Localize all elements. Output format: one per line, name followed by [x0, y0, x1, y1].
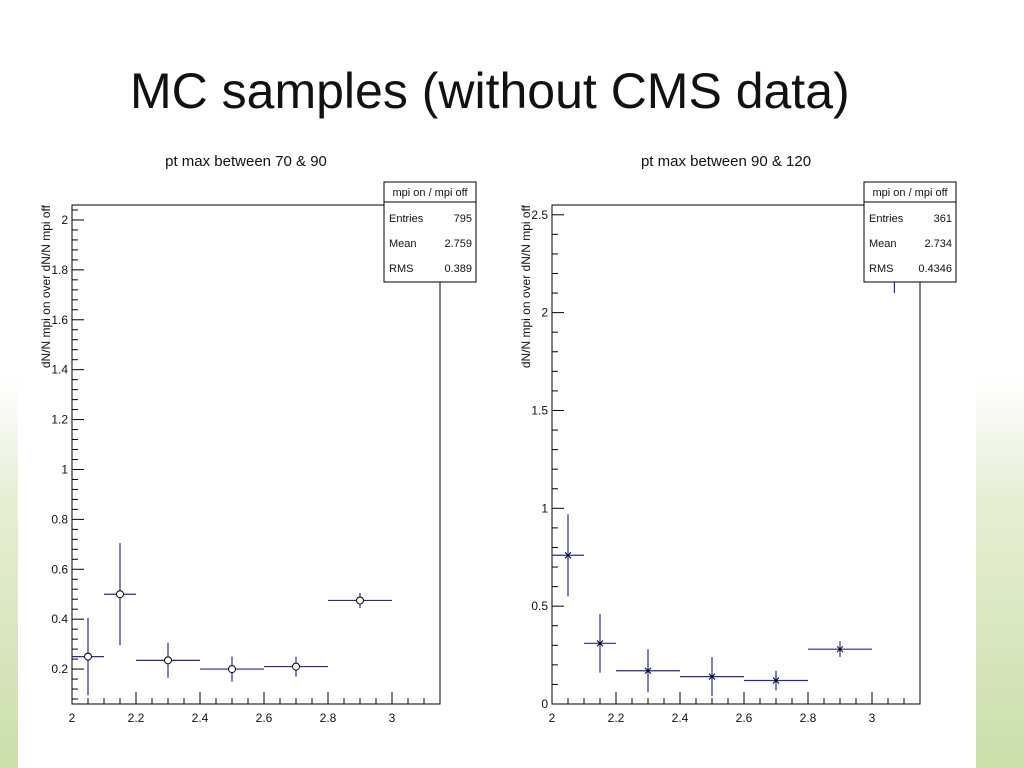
y-tick-label: 0.2 [51, 662, 68, 676]
point-marker [356, 596, 364, 605]
background-gradient-right [976, 380, 1024, 768]
y-tick-label: 1.6 [51, 313, 68, 327]
stats-label: RMS [389, 263, 413, 275]
point-marker [708, 673, 716, 680]
stats-label: Entries [389, 213, 424, 225]
plot-frame [71, 204, 441, 705]
chart-title: pt max between 90 & 120 [641, 153, 811, 170]
x-tick-label: 2.2 [608, 711, 625, 725]
y-tick-label: 1.2 [51, 413, 68, 427]
point-marker [596, 639, 604, 647]
y-tick-label: 1 [541, 501, 548, 515]
stats-box-frame [383, 181, 477, 283]
stats-box-name: mpi on / mpi off [873, 187, 949, 199]
point-marker [84, 652, 92, 661]
point-marker [116, 590, 124, 599]
data-point [680, 657, 744, 697]
data-point [584, 613, 616, 673]
slide-title: MC samples (without CMS data) [130, 63, 850, 119]
point-marker [772, 677, 780, 684]
y-tick-label: 0 [541, 697, 548, 711]
point-marker [164, 656, 172, 665]
stats-box: mpi on / mpi off Entries 361 Mean 2.734 RMS 0.… [863, 181, 957, 283]
data-point [72, 617, 104, 696]
stats-label: Mean [389, 238, 417, 250]
plot-pt-70-90: pt max between 70 & 90 2 2.2 2.4 2.6 2.8 3 0.2 0… [39, 153, 477, 725]
x-tick-label: 2.4 [192, 711, 209, 725]
stats-label: Mean [869, 238, 897, 250]
point-marker [228, 665, 236, 674]
stats-value: 2.759 [444, 238, 472, 250]
y-tick-label: 2 [61, 213, 68, 227]
chart-title: pt max between 70 & 90 [165, 153, 327, 170]
x-tick-label: 2 [549, 711, 556, 725]
x-tick-label: 3 [869, 711, 876, 725]
data-point [744, 670, 808, 691]
y-tick-label: 0.8 [51, 512, 68, 526]
y-tick-label: 2.5 [531, 208, 548, 222]
x-tick-label: 3 [389, 711, 396, 725]
stats-label: Entries [869, 213, 904, 225]
point-marker [836, 645, 844, 653]
point-marker [564, 551, 572, 559]
x-tick-label: 2 [69, 711, 76, 725]
x-tick-label: 2.2 [128, 711, 145, 725]
x-tick-label: 2.8 [800, 711, 817, 725]
y-tick-label: 1.5 [531, 403, 548, 417]
stats-value: 361 [934, 213, 952, 225]
data-point [328, 592, 392, 608]
stats-box-frame [863, 181, 957, 283]
point-marker [292, 662, 300, 671]
y-tick-label: 1 [61, 462, 68, 476]
y-tick-label: 1.8 [51, 263, 68, 277]
x-tick-label: 2.4 [672, 711, 689, 725]
y-axis-label: dN/N mpi on over dN/N mpi off [39, 204, 53, 368]
data-point [104, 543, 136, 646]
x-tick-label: 2.8 [320, 711, 337, 725]
plot-frame [551, 204, 921, 705]
point-marker [644, 667, 652, 675]
data-point [552, 514, 584, 597]
stats-value: 795 [454, 213, 472, 225]
data-point [200, 656, 264, 682]
stats-label: RMS [869, 263, 893, 275]
y-tick-label: 0.4 [51, 612, 68, 626]
data-point [616, 649, 680, 693]
data-point [264, 656, 328, 677]
background-gradient-left [0, 380, 18, 768]
stats-box-name: mpi on / mpi off [393, 187, 469, 199]
y-tick-label: 0.6 [51, 562, 68, 576]
stats-box: mpi on / mpi off Entries 795 Mean 2.759 RMS 0.… [383, 181, 477, 283]
x-tick-label: 2.6 [736, 711, 753, 725]
y-tick-label: 0.5 [531, 599, 548, 613]
data-point [808, 641, 872, 658]
stats-value: 2.734 [924, 238, 952, 250]
y-axis-label: dN/N mpi on over dN/N mpi off [519, 204, 533, 368]
x-tick-label: 2.6 [256, 711, 273, 725]
plot-pt-90-120: pt max between 90 & 120 2 2.2 2.4 2.6 2.8 3 0 0.… [519, 153, 957, 725]
y-tick-label: 2 [541, 306, 548, 320]
y-tick-label: 1.4 [51, 363, 68, 377]
stats-value: 0.389 [444, 263, 472, 275]
stats-value: 0.4346 [918, 263, 952, 275]
data-point [136, 642, 200, 678]
